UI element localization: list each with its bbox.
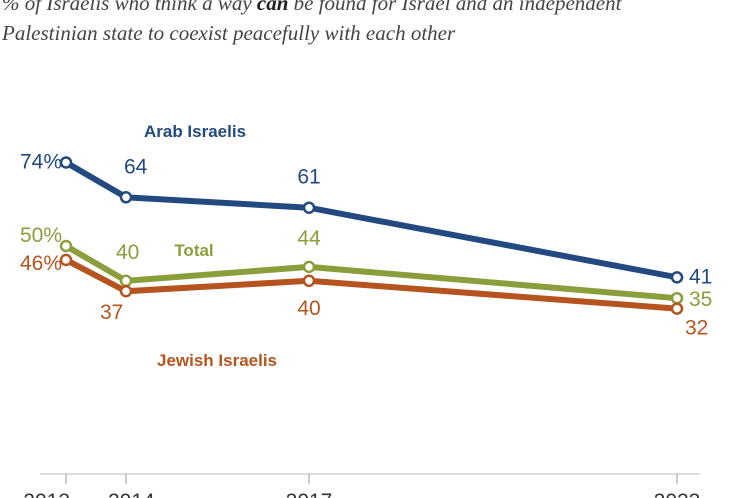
arab-israelis-point-2023 (670, 271, 684, 284)
jewish-israelis-point-2014 (119, 284, 133, 298)
subtitle-line-1: % of Israelis who think a way can be fou… (2, 0, 746, 18)
jewish-israelis-label-2014: 37 (100, 301, 123, 324)
series-names: Arab Israelis Total Jewish Israelis (144, 122, 277, 370)
arab-israelis-line (63, 159, 680, 281)
arab-israelis-label-2023: 41 (689, 265, 712, 288)
x-tick-label-2023: 2023 (654, 490, 701, 498)
arab-israelis-point-2013 (59, 156, 73, 169)
jewish-israelis-point-2023 (670, 302, 684, 315)
series-points (59, 156, 684, 315)
total-point-2017 (302, 260, 316, 274)
arab-israelis-point-2017 (302, 201, 316, 214)
subtitle-line-2: Palestinian state to coexist peacefully … (2, 21, 456, 45)
series-lines (63, 159, 680, 312)
arab-israelis-label-2013: 74% (20, 150, 62, 173)
jewish-israelis-label-2023: 32 (685, 317, 708, 340)
total-label-2013: 50% (20, 224, 62, 247)
total-series-name: Total (174, 241, 213, 260)
arab-israelis-series-name: Arab Israelis (144, 122, 246, 141)
jewish-israelis-point-2013 (59, 253, 73, 267)
jewish-israelis-label-2013: 46% (20, 252, 62, 275)
subtitle-emphasis: can (256, 0, 289, 15)
total-point-2023 (670, 291, 684, 305)
jewish-israelis-point-2017 (302, 274, 316, 288)
chart-subtitle: % of Israelis who think a way can be fou… (2, 0, 746, 48)
x-axis: 2013 2014 2017 2023 (23, 473, 701, 498)
x-tick-label-2014: 2014 (108, 490, 155, 498)
subtitle-text-before: % of Israelis who think a way (2, 0, 257, 15)
arab-israelis-point-2014 (119, 191, 133, 204)
jewish-israelis-line (63, 256, 680, 312)
point-labels: 74% 64 61 41 50% 40 44 35 46% 37 40 32 (20, 150, 712, 339)
jewish-israelis-series-name: Jewish Israelis (157, 351, 277, 370)
total-label-2014: 40 (116, 241, 139, 264)
arab-israelis-label-2014: 64 (124, 155, 148, 178)
total-point-2013 (59, 239, 73, 253)
total-label-2017: 44 (297, 227, 321, 250)
jewish-israelis-label-2017: 40 (297, 297, 320, 320)
total-line (63, 243, 680, 302)
x-tick-label-2013: 2013 (23, 490, 70, 498)
subtitle-text-after: be found for Israel and an independent (288, 0, 622, 15)
arab-israelis-label-2017: 61 (297, 166, 320, 189)
total-point-2014 (119, 274, 133, 288)
x-tick-label-2017: 2017 (286, 490, 333, 498)
total-label-2023: 35 (689, 288, 712, 311)
